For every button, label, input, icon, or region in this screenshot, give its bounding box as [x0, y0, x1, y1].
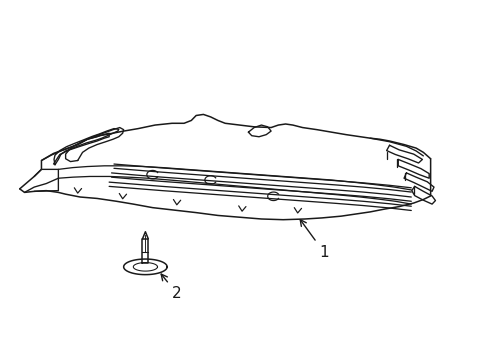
- Text: 1: 1: [300, 220, 328, 260]
- Text: 2: 2: [161, 274, 181, 301]
